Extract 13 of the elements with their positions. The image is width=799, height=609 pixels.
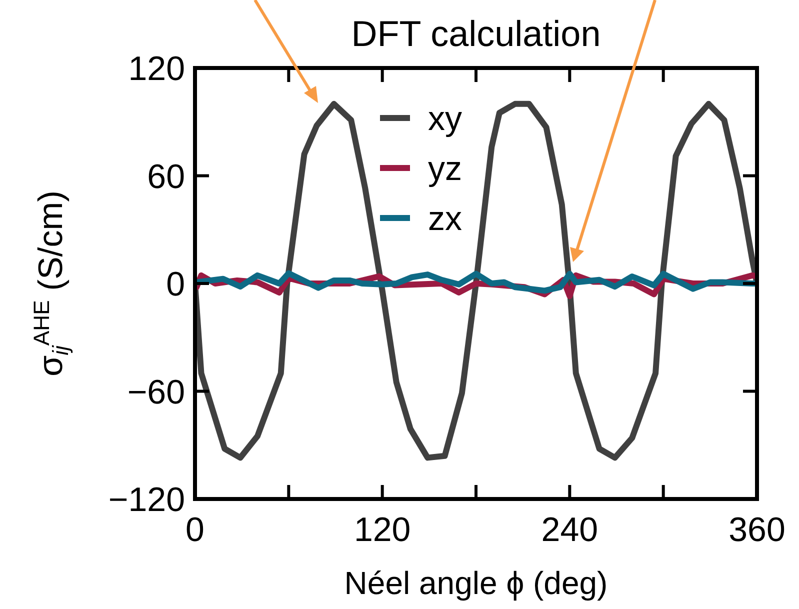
x-tick-label: 120 (354, 511, 411, 549)
x-tick-label: 240 (541, 511, 598, 549)
legend-label: xy (428, 100, 462, 138)
chart-title: DFT calculation (351, 13, 601, 54)
y-tick-label: −60 (127, 373, 185, 412)
legend-label: yz (428, 150, 462, 188)
legend-label: zx (428, 200, 462, 238)
x-tick-label: 360 (728, 511, 786, 549)
x-axis-title: Néel angle ϕ (deg) (344, 565, 608, 601)
y-tick-label: 60 (147, 158, 185, 196)
y-tick-label: −120 (108, 481, 185, 519)
y-tick-label: 0 (166, 266, 185, 304)
y-tick-label: 120 (128, 50, 185, 88)
